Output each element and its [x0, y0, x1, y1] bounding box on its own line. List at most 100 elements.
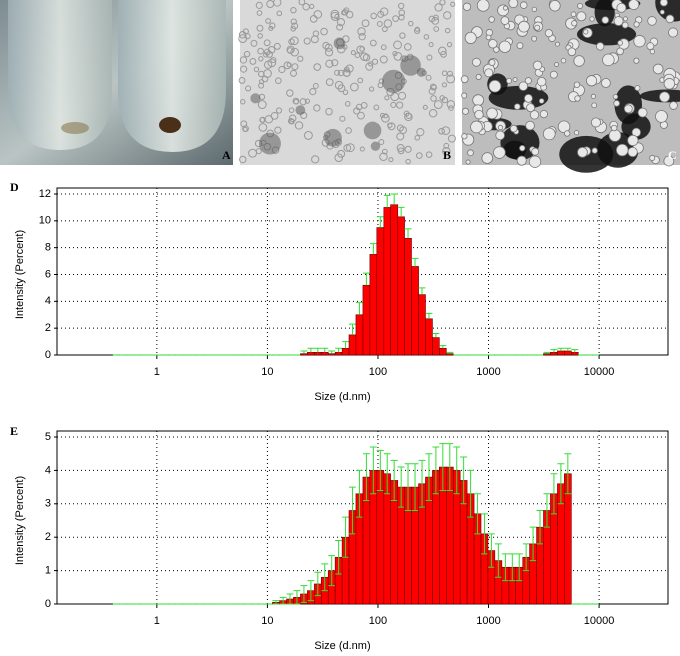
texture-vesicle [557, 120, 571, 134]
texture-vesicle [512, 77, 518, 83]
texture-dot [350, 50, 356, 56]
texture-dot [370, 12, 377, 20]
texture-vesicle [668, 27, 679, 38]
texture-dot [373, 104, 380, 111]
y-tick-label: 5 [45, 431, 51, 443]
texture-dot [309, 3, 315, 10]
texture-dot [360, 52, 369, 61]
texture-dot [242, 126, 248, 132]
bar [362, 284, 371, 356]
error-bar [286, 593, 294, 605]
texture-dot [258, 79, 265, 85]
texture-dot [428, 42, 434, 48]
texture-dot [299, 98, 307, 106]
texture-dot [396, 124, 404, 132]
photo-b-texture [238, 0, 456, 165]
texture-vesicle [549, 70, 558, 79]
texture-dot [297, 55, 304, 62]
error-bar [418, 459, 426, 508]
texture-vesicle [627, 146, 638, 158]
texture-blob [381, 69, 406, 93]
bar [369, 254, 378, 356]
error-bar [383, 453, 391, 495]
texture-vesicle [529, 110, 540, 120]
texture-dot [379, 55, 388, 64]
bar [307, 352, 315, 356]
texture-dot [291, 22, 299, 30]
texture-vesicle [488, 16, 495, 23]
texture-vesicle [633, 21, 640, 28]
texture-dot [398, 2, 405, 10]
texture-dot [388, 157, 394, 163]
x-tick-label: 100 [369, 615, 387, 627]
texture-vesicle [573, 81, 581, 88]
texture-dot [290, 7, 297, 14]
y-tick-label: 2 [45, 531, 51, 543]
bar [300, 353, 308, 356]
texture-vesicle [649, 154, 656, 161]
error-bar [328, 555, 336, 587]
bar [376, 227, 385, 356]
error-bar [390, 193, 398, 205]
texture-vesicle [659, 91, 671, 103]
y-axis-label: Intensity (Percent) [14, 230, 26, 319]
error-bar [453, 446, 461, 495]
texture-dot [358, 33, 366, 41]
texture-vesicle [669, 101, 678, 110]
error-bar [272, 600, 280, 605]
texture-dot [423, 34, 430, 40]
texture-vesicle [524, 93, 533, 103]
texture-dot [263, 39, 271, 47]
texture-vesicle [560, 57, 567, 64]
texture-dot [303, 130, 313, 140]
texture-vesicle [617, 40, 623, 46]
texture-dot [286, 89, 294, 97]
texture-vesicle [601, 78, 611, 88]
texture-dot [430, 95, 437, 102]
error-bar [383, 194, 391, 208]
texture-vesicle [514, 103, 521, 110]
texture-dot [324, 48, 334, 57]
texture-vesicle [497, 124, 504, 131]
error-bar [446, 443, 454, 491]
texture-vesicle [577, 2, 584, 9]
bar [446, 353, 454, 356]
texture-dot [257, 100, 267, 109]
texture-dot [336, 23, 344, 31]
error-bar [460, 456, 468, 505]
texture-vesicle [601, 16, 610, 24]
texture-dot [438, 46, 447, 56]
texture-dot [376, 20, 383, 27]
texture-dot [325, 59, 334, 68]
x-tick-label: 10 [261, 366, 273, 378]
texture-dot [239, 56, 248, 64]
texture-vesicle [573, 130, 580, 136]
error-bar [446, 351, 454, 354]
texture-vesicle [534, 24, 541, 31]
texture-vesicle [462, 107, 469, 115]
texture-vesicle [646, 42, 655, 51]
texture-dot [371, 58, 379, 65]
error-bar [355, 302, 363, 315]
texture-dot [289, 69, 297, 77]
texture-dot [286, 62, 292, 68]
texture-dot [288, 114, 297, 123]
error-bar [411, 463, 419, 511]
texture-dot [288, 107, 295, 114]
texture-vesicle [506, 77, 513, 84]
error-bar [314, 347, 322, 353]
texture-vesicle [649, 48, 656, 55]
texture-dot [278, 65, 286, 74]
texture-vesicle [488, 59, 496, 66]
error-bar [362, 453, 370, 501]
error-bar [411, 257, 419, 267]
error-bar [508, 553, 516, 582]
error-bar [543, 493, 551, 528]
texture-dot [359, 46, 365, 52]
error-bar [432, 333, 440, 338]
texture-dot [444, 27, 451, 34]
texture-vesicle [481, 152, 494, 164]
texture-vesicle [633, 57, 640, 64]
texture-dot [439, 0, 446, 6]
texture-vesicle [613, 16, 624, 27]
